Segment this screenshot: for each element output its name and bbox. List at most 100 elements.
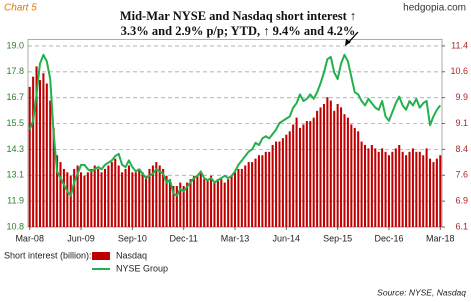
bar bbox=[220, 179, 223, 227]
bar bbox=[83, 175, 86, 227]
bar bbox=[435, 158, 438, 227]
bar bbox=[350, 124, 353, 227]
bar bbox=[38, 80, 42, 227]
y2-tick-label: 10.6 bbox=[450, 66, 468, 76]
bar bbox=[312, 117, 315, 227]
bar bbox=[186, 182, 189, 227]
bar bbox=[387, 155, 390, 227]
bar bbox=[298, 127, 302, 227]
bar bbox=[103, 168, 107, 227]
bar bbox=[360, 141, 363, 227]
bar bbox=[247, 162, 250, 227]
bar bbox=[100, 172, 103, 227]
bar bbox=[227, 179, 230, 227]
bar bbox=[168, 179, 172, 227]
bar bbox=[35, 66, 38, 227]
bar bbox=[309, 121, 312, 227]
bar bbox=[86, 172, 89, 227]
y2-tick-label: 7.6 bbox=[455, 170, 468, 180]
bar bbox=[422, 155, 425, 227]
bar bbox=[76, 165, 79, 227]
bar bbox=[281, 138, 284, 227]
bar bbox=[110, 162, 113, 227]
bar bbox=[432, 162, 435, 227]
bar bbox=[49, 100, 52, 227]
bar bbox=[415, 151, 418, 227]
title-line: 3.3% and 2.9% p/p; YTD, ↑ 9.4% and 4.2% bbox=[121, 24, 356, 38]
bar bbox=[381, 148, 384, 227]
bar bbox=[343, 114, 346, 227]
x-tick-label: Sep-15 bbox=[323, 233, 352, 243]
y-tick-label: 11.9 bbox=[7, 196, 24, 206]
bar bbox=[377, 151, 380, 227]
bar bbox=[182, 185, 185, 227]
legend-swatch bbox=[92, 252, 110, 260]
bar bbox=[370, 144, 373, 227]
y-tick-label: 14.3 bbox=[6, 144, 24, 154]
site: hedgopia.com bbox=[403, 3, 466, 14]
bar bbox=[398, 144, 401, 227]
bar bbox=[151, 165, 154, 227]
bar bbox=[302, 124, 305, 227]
arrow-head bbox=[345, 39, 351, 46]
bar bbox=[179, 182, 182, 227]
bar bbox=[32, 76, 35, 227]
y-tick-label: 19.0 bbox=[6, 40, 24, 50]
bar bbox=[230, 175, 233, 227]
bar bbox=[90, 168, 93, 227]
bar bbox=[244, 165, 247, 227]
bar bbox=[295, 117, 298, 227]
bar bbox=[428, 158, 432, 227]
legend-label: Nasdaq bbox=[116, 250, 147, 260]
bar bbox=[175, 185, 178, 227]
bar bbox=[210, 175, 213, 227]
bar bbox=[97, 168, 100, 227]
bar bbox=[353, 127, 356, 227]
bar bbox=[127, 165, 130, 227]
bar bbox=[285, 134, 288, 227]
bar bbox=[401, 151, 404, 227]
x-tick-label: Mar-08 bbox=[15, 233, 44, 243]
bar bbox=[391, 151, 394, 227]
bar bbox=[213, 182, 216, 227]
bar bbox=[165, 175, 168, 227]
y2-tick-label: 9.9 bbox=[455, 92, 468, 102]
bar bbox=[346, 117, 349, 227]
x-tick-label: Sep-10 bbox=[118, 233, 147, 243]
x-tick-label: Jun-14 bbox=[273, 233, 301, 243]
bar bbox=[59, 162, 62, 227]
bar bbox=[240, 168, 243, 227]
bar bbox=[216, 179, 219, 227]
bar bbox=[80, 172, 83, 227]
bar bbox=[121, 172, 124, 227]
x-tick-label: Dec-11 bbox=[169, 233, 197, 243]
y-tick-label: 17.8 bbox=[6, 66, 24, 76]
line bbox=[28, 53, 442, 197]
x-tick-label: Mar-13 bbox=[221, 233, 250, 243]
bar bbox=[93, 165, 96, 227]
bar bbox=[237, 168, 240, 227]
bar bbox=[322, 103, 325, 227]
y2-tick-label: 9.1 bbox=[455, 118, 468, 128]
bar bbox=[292, 124, 295, 227]
x-tick-label: Mar-18 bbox=[426, 233, 455, 243]
bar bbox=[275, 141, 278, 227]
bar bbox=[206, 179, 209, 227]
bar bbox=[408, 151, 411, 227]
bar bbox=[56, 155, 59, 227]
bar bbox=[162, 168, 165, 227]
bar bbox=[264, 151, 267, 227]
bar bbox=[288, 131, 291, 227]
bar bbox=[319, 107, 322, 227]
bar bbox=[134, 172, 137, 227]
bar bbox=[363, 144, 367, 227]
bar bbox=[172, 185, 175, 227]
legend-title: Short interest (billion): bbox=[4, 250, 92, 260]
bar bbox=[69, 175, 72, 227]
y2-tick-label: 6.1 bbox=[455, 221, 468, 231]
bar bbox=[52, 127, 55, 227]
bar bbox=[405, 155, 408, 227]
bar bbox=[138, 168, 141, 227]
bar bbox=[411, 148, 414, 227]
